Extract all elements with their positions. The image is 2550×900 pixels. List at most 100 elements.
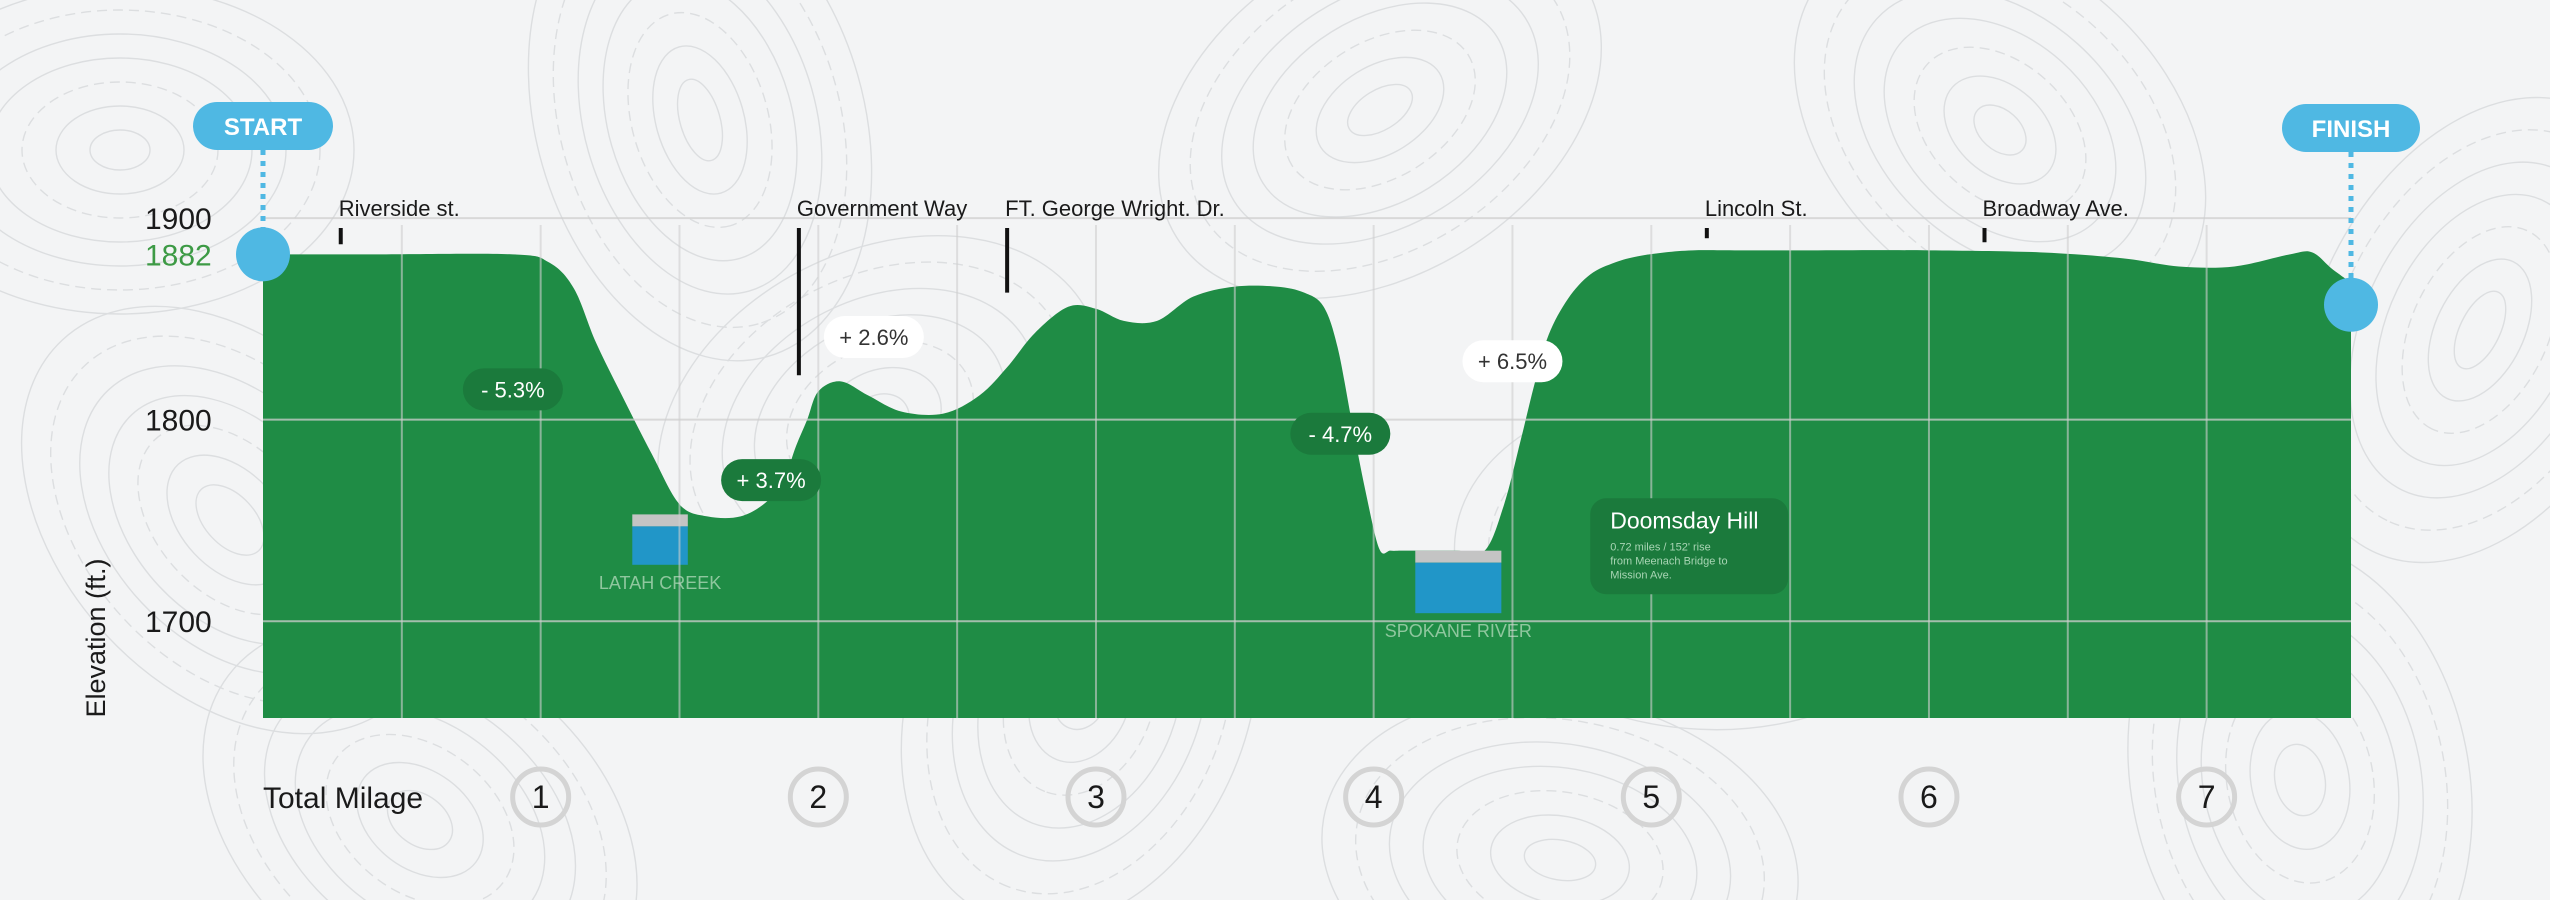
x-tick-label: 2 [809, 779, 827, 815]
callout-box [1590, 498, 1789, 595]
contour-line [1489, 814, 1631, 900]
contour-line [0, 0, 355, 315]
contour-line [2151, 575, 2449, 900]
grade-label: + 6.5% [1478, 349, 1547, 374]
street-label: FT. George Wright. Dr. [1005, 196, 1225, 221]
contour-line [1422, 765, 1698, 900]
contour-line [294, 705, 546, 900]
bridge-deck [1415, 550, 1502, 563]
callout-title: Doomsday Hill [1610, 507, 1758, 533]
mile-marker-circle [787, 766, 849, 828]
grade-label: - 4.7% [1309, 422, 1373, 447]
water-label: SPOKANE RIVER [1385, 621, 1532, 641]
bridge-deck [632, 514, 688, 527]
terrain-layer: LATAH CREEK SPOKANE RIVER [263, 250, 2351, 718]
contour-line [1913, 46, 2087, 214]
mile-marker-circle [1065, 766, 1127, 828]
street-label: Riverside st. [339, 196, 460, 221]
grade-label: + 2.6% [839, 325, 908, 350]
grade-label: + 3.7% [737, 468, 806, 493]
callout-detail: Mission Ave. [1610, 569, 1672, 581]
mile-marker-circle [1343, 766, 1405, 828]
contour-line [2427, 258, 2533, 402]
street-label: Lincoln St. [1705, 196, 1808, 221]
grade-pill [721, 459, 822, 502]
annotation-layer: Riverside st. Government Way FT. George Wr… [193, 102, 2420, 595]
contour-line [577, 0, 823, 295]
contour-line [2453, 290, 2507, 370]
contour-line [1388, 741, 1732, 900]
contour-line [1315, 56, 1445, 164]
mile-marker-circle [2176, 766, 2238, 828]
start-label: START [224, 114, 303, 141]
contour-line [1354, 716, 1766, 900]
contour-line [1221, 0, 1539, 245]
water-label: LATAH CREEK [599, 573, 721, 593]
finish-pill [2282, 104, 2420, 152]
grade-pill [823, 316, 924, 358]
contour-line [2401, 226, 2550, 434]
contour-line [627, 11, 773, 229]
contour-line [2249, 709, 2351, 851]
y-tick-label: 1900 [145, 203, 212, 236]
contour-line [1189, 0, 1571, 272]
x-tick-label: 7 [2198, 779, 2216, 815]
axis-layer: 1900 1800 1700 1882 1 2 3 4 5 6 7 [145, 203, 2238, 828]
contour-line [386, 789, 454, 851]
street-label: Government Way [797, 196, 967, 221]
contour-line [2296, 96, 2550, 564]
contour-line [2375, 193, 2550, 467]
contour-line [1973, 104, 2027, 156]
contour-line [1346, 83, 1414, 137]
contour-line [527, 0, 873, 362]
start-marker [236, 227, 290, 282]
contour-line [1157, 0, 1603, 300]
contour-line [652, 45, 748, 195]
mile-marker-circle [1898, 766, 1960, 828]
callout-detail: 0.72 miles / 152' rise [1610, 541, 1711, 553]
grade-pill [1290, 412, 1391, 455]
contour-line [325, 733, 515, 900]
mile-marker-circle [510, 766, 572, 828]
elevation-area [263, 250, 2351, 718]
y-tick-label: 1700 [145, 606, 212, 639]
contour-line [1853, 0, 2147, 272]
x-tick-label: 4 [1365, 779, 1383, 815]
contour-line [1523, 838, 1597, 882]
street-label: Broadway Ave. [1982, 196, 2128, 221]
y-axis-label: Elevation (ft.) [81, 558, 111, 717]
x-tick-label: 6 [1920, 779, 1938, 815]
x-tick-label: 5 [1642, 779, 1660, 815]
contour-line [55, 105, 185, 195]
finish-marker [2324, 277, 2378, 332]
x-tick-label: 1 [532, 779, 550, 815]
x-axis-label: Total Milage [263, 782, 423, 815]
x-tick-label: 3 [1087, 779, 1105, 815]
contour-line [1284, 29, 1476, 191]
grade-pill [462, 368, 563, 411]
contour-line [195, 484, 265, 556]
contour-line [676, 78, 724, 162]
finish-label: FINISH [2312, 116, 2391, 143]
contour-line [356, 761, 484, 879]
contour-line [602, 0, 798, 262]
contour-line [1883, 17, 2117, 243]
water-crossing [1415, 562, 1502, 614]
contour-line [0, 57, 253, 243]
mile-marker-circle [1620, 766, 1682, 828]
contour-line [89, 129, 151, 171]
contour-line [2349, 161, 2550, 499]
contour-line [552, 0, 848, 329]
contour-line [1252, 2, 1508, 218]
grade-pill [1462, 340, 1563, 383]
contour-line [1943, 75, 2057, 185]
contour-line [0, 9, 321, 291]
contour-line [2273, 743, 2327, 817]
start-pill [193, 102, 333, 150]
grade-label: - 5.3% [481, 377, 545, 402]
contour-line [1456, 789, 1664, 900]
y-tick-label: 1800 [145, 405, 212, 438]
y-tick-start-elevation: 1882 [145, 239, 212, 272]
